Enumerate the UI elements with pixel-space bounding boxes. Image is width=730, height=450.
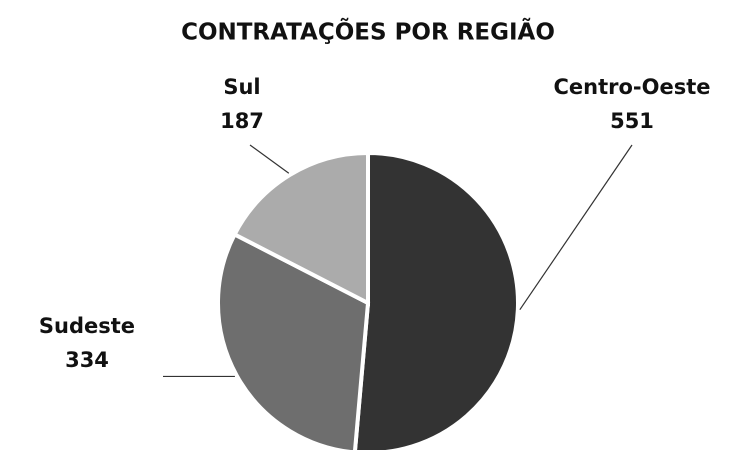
leader-line	[519, 144, 633, 311]
pie-slice	[231, 150, 370, 307]
slice-value: 334	[65, 348, 109, 372]
pie-slice	[353, 150, 520, 450]
slice-label: Centro-Oeste	[553, 75, 710, 99]
slice-label: Sudeste	[39, 314, 135, 338]
slice-value: 187	[220, 109, 264, 133]
chart-title: CONTRATAÇÕES POR REGIÃO	[181, 18, 555, 46]
slice-label: Sul	[223, 75, 260, 99]
leader-line	[249, 144, 290, 174]
pie-slice	[216, 231, 371, 450]
slice-value: 551	[610, 109, 654, 133]
